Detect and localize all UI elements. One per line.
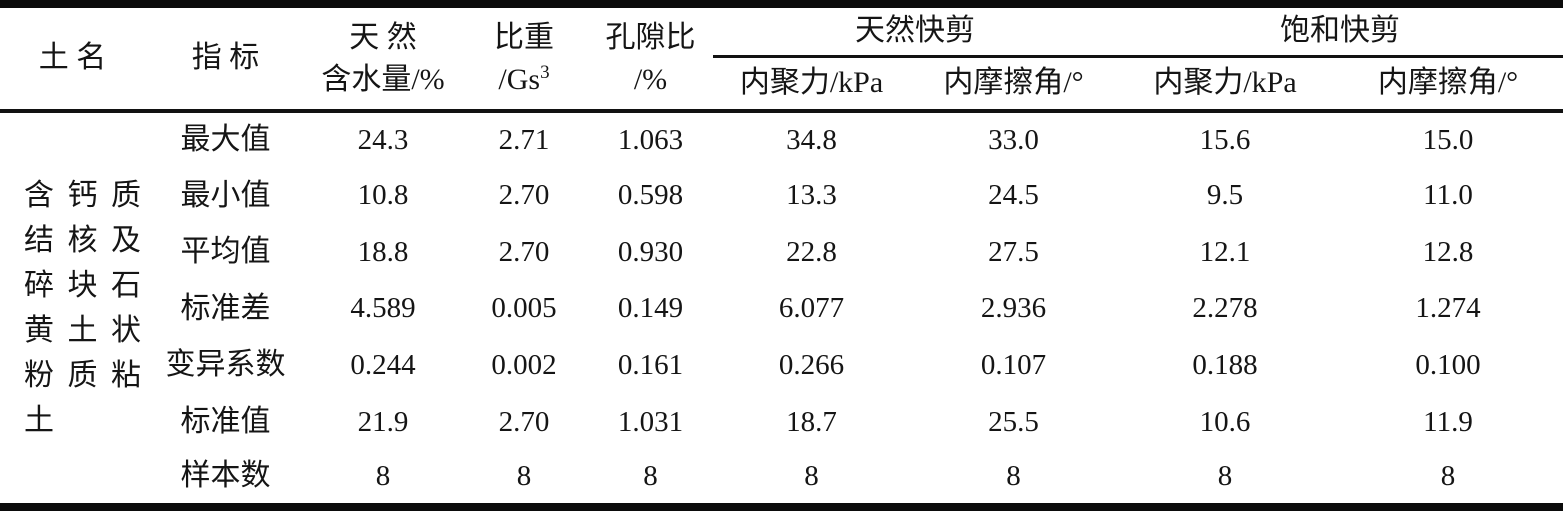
specific-gravity-symbol: /Gs [498,62,541,96]
value-cell: 21.9 [357,405,409,438]
specific-gravity-line1: 比重 [494,20,554,54]
table-row-min: 最小值 10.8 2.70 0.598 13.3 24.5 9.5 11.0 [0,168,1563,225]
row-label: 标准差 [180,291,271,325]
value-cell: 34.8 [786,123,837,156]
col-header-void-ratio: 孔隙比 /% [588,4,713,113]
value-cell: 8 [1440,460,1456,493]
table-row-standard-value: 标准值 21.9 2.70 1.031 18.7 25.5 10.6 11.9 [0,394,1563,451]
value-cell: 2.71 [498,123,550,156]
header-row-top: 土 名 指 标 天 然 含水量/% 比重 /Gs3 孔隙比 /% 天然快剪 饱和… [0,4,1563,113]
row-label: 平均值 [180,235,271,269]
value-cell: 4.589 [350,292,416,325]
value-cell: 8 [804,460,819,493]
value-cell: 2.278 [1192,292,1258,325]
void-ratio-line1: 孔隙比 [605,20,696,54]
value-cell: 18.8 [357,235,409,268]
value-cell: 15.6 [1199,123,1251,156]
value-cell: 0.005 [491,292,557,325]
value-cell: 10.6 [1199,405,1251,438]
value-cell: 8 [643,460,658,493]
row-label: 变异系数 [165,348,286,382]
value-cell: 2.70 [498,179,550,212]
value-cell: 0.149 [617,292,684,325]
value-cell: 15.0 [1422,123,1474,156]
value-cell: 12.1 [1199,235,1251,268]
table-row-variation-coefficient: 变异系数 0.244 0.002 0.161 0.266 0.107 0.188… [0,337,1563,394]
water-content-line2: 含水量/% [321,62,445,96]
value-cell: 0.188 [1192,348,1258,381]
group-header-saturated-quick-shear: 饱和快剪 [1117,4,1563,58]
value-cell: 27.5 [988,235,1039,268]
value-cell: 11.9 [1423,405,1473,438]
value-cell: 18.7 [786,405,837,438]
col-header-water-content: 天 然 含水量/% [306,4,460,113]
value-cell: 0.598 [617,179,684,212]
col-header-specific-gravity: 比重 /Gs3 [460,4,588,113]
value-cell: 11.0 [1423,179,1473,212]
value-cell: 6.077 [778,292,845,325]
soil-name-line: 含 钙 质 [24,179,144,212]
value-cell: 8 [1217,460,1233,493]
value-cell: 0.100 [1415,348,1481,381]
soil-name-line: 黄 土 状 [24,314,144,347]
value-cell: 13.3 [786,179,837,212]
table-header: 土 名 指 标 天 然 含水量/% 比重 /Gs3 孔隙比 /% 天然快剪 饱和… [0,4,1563,113]
value-cell: 1.063 [617,123,684,156]
value-cell: 1.274 [1415,292,1481,325]
value-cell: 9.5 [1206,179,1244,212]
void-ratio-line2: /% [633,62,668,96]
header-row-sub: 内聚力/kPa 内摩擦角/° 内聚力/kPa 内摩擦角/° [0,56,1563,113]
value-cell: 0.244 [350,348,416,381]
soil-name-line: 土 [24,404,57,437]
table-row-sample-count: 样本数 8 8 8 8 8 8 8 [0,450,1563,507]
specific-gravity-superscript: 3 [540,61,550,83]
value-cell: 8 [375,460,391,493]
soil-name-cell: 含 钙 质 结 核 及 碎 块 石 黄 土 状 粉 质 粘 土 [0,111,145,507]
soil-name-line: 粉 质 粘 [24,359,144,392]
value-cell: 0.002 [491,348,557,381]
col-header-friction-natural: 内摩擦角/° [910,56,1117,113]
table-row-stddev: 标准差 4.589 0.005 0.149 6.077 2.936 2.278 … [0,281,1563,338]
table-body: 含 钙 质 结 核 及 碎 块 石 黄 土 状 粉 质 粘 土 最大值 24.3… [0,111,1563,507]
value-cell: 10.8 [357,179,409,212]
value-cell: 8 [1006,460,1021,493]
table-row-max: 含 钙 质 结 核 及 碎 块 石 黄 土 状 粉 质 粘 土 最大值 24.3… [0,111,1563,437]
row-label: 最大值 [180,123,271,157]
value-cell: 33.0 [988,123,1039,156]
col-header-indicator: 指 标 [145,4,306,113]
value-cell: 0.107 [980,348,1047,381]
value-cell: 0.266 [778,348,845,381]
col-header-cohesion-natural: 内聚力/kPa [713,56,910,113]
soil-name-line: 碎 块 石 [24,269,144,302]
value-cell: 25.5 [988,405,1039,438]
value-cell: 12.8 [1422,235,1474,268]
value-cell: 0.161 [617,348,684,381]
value-cell: 2.70 [498,405,550,438]
value-cell: 1.031 [617,405,684,438]
value-cell: 24.5 [988,179,1039,212]
value-cell: 0.930 [617,235,684,268]
col-header-friction-saturated: 内摩擦角/° [1333,56,1563,113]
value-cell: 22.8 [786,235,837,268]
table-row-mean: 平均值 18.8 2.70 0.930 22.8 27.5 12.1 12.8 [0,224,1563,281]
value-cell: 2.70 [498,235,550,268]
row-label: 样本数 [180,459,271,493]
group-header-natural-quick-shear: 天然快剪 [713,4,1117,58]
value-cell: 24.3 [357,123,409,156]
value-cell: 2.936 [980,292,1047,325]
row-label: 最小值 [180,178,271,212]
value-cell: 8 [516,460,532,493]
soil-name-line: 结 核 及 [24,224,144,257]
water-content-line1: 天 然 [349,20,417,54]
col-header-soil-name: 土 名 [0,4,145,113]
row-label: 标准值 [180,404,271,438]
specific-gravity-line2: /Gs3 [460,59,588,101]
col-header-cohesion-saturated: 内聚力/kPa [1117,56,1333,113]
